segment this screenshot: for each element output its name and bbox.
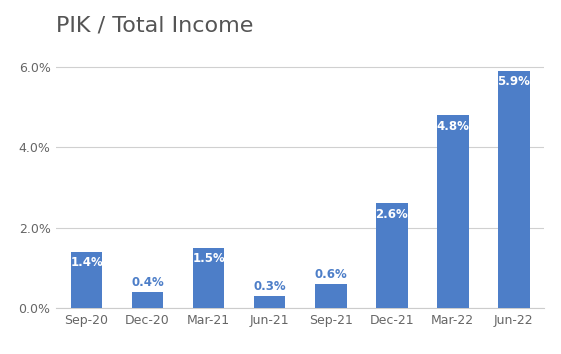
Bar <box>376 204 407 308</box>
Bar <box>193 248 224 308</box>
Bar <box>315 284 347 308</box>
Text: 1.4%: 1.4% <box>70 257 103 269</box>
Text: 1.5%: 1.5% <box>192 252 225 266</box>
Text: 2.6%: 2.6% <box>375 208 408 221</box>
Text: 0.6%: 0.6% <box>314 268 347 281</box>
Text: 4.8%: 4.8% <box>436 120 469 133</box>
Text: PIK / Total Income: PIK / Total Income <box>56 15 254 35</box>
Bar <box>437 115 468 308</box>
Text: 0.3%: 0.3% <box>254 280 286 293</box>
Bar <box>71 252 103 308</box>
Bar <box>254 296 286 308</box>
Text: 5.9%: 5.9% <box>497 75 530 88</box>
Bar <box>498 71 530 308</box>
Bar <box>132 292 163 308</box>
Text: 0.4%: 0.4% <box>131 276 164 290</box>
